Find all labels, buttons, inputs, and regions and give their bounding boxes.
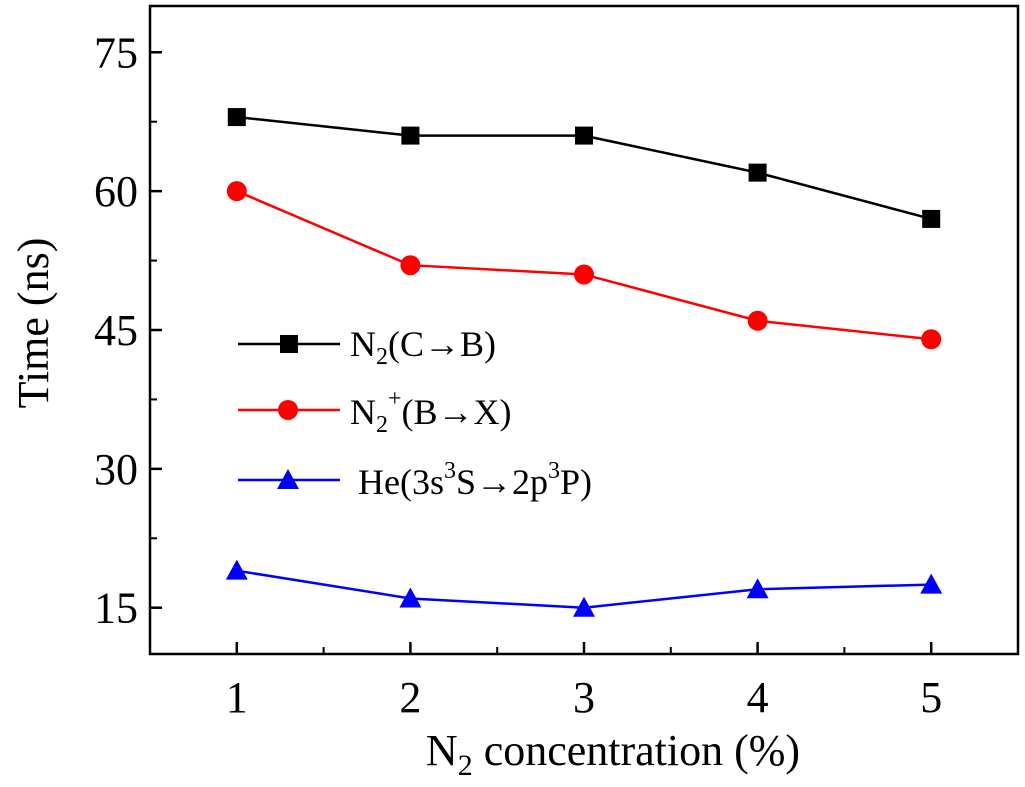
y-tick-label-30: 30: [94, 445, 138, 494]
legend-label-he: He(3s3S→2p3P): [358, 458, 592, 502]
y-axis-label: Time (ns): [9, 238, 58, 409]
x-axis-label: N2 concentration (%): [426, 726, 800, 782]
x-tick-label-2: 2: [399, 673, 421, 722]
plot-border: [148, 4, 1020, 656]
data-point-n2-cb-4: [748, 163, 767, 182]
legend: N2(C→B) N2+(B→X) He(3s3S→2p3P): [238, 324, 592, 502]
legend-label-n2-cb: N2(C→B): [350, 324, 496, 370]
y-tick-label-75: 75: [94, 28, 138, 77]
data-point-n2plus-bx-4: [747, 310, 768, 331]
legend-item-he: He(3s3S→2p3P): [238, 458, 592, 502]
x-tick-label-3: 3: [573, 673, 595, 722]
x-tick-label-4: 4: [747, 673, 769, 722]
data-point-he-2: [399, 587, 422, 608]
x-axis: 1 2 3 4 5: [149, 642, 1019, 722]
data-point-he-3: [573, 596, 595, 617]
data-point-n2-cb-1: [227, 108, 246, 127]
y-tick-label-60: 60: [94, 167, 138, 216]
data-point-he-1: [225, 559, 248, 580]
series-he: [225, 559, 943, 617]
y-tick-label-15: 15: [94, 584, 138, 633]
legend-item-n2plus-bx: N2+(B→X): [238, 386, 512, 438]
y-axis: 15 30 45 60 75: [94, 28, 162, 633]
series-n2plus-bx: [226, 181, 942, 350]
data-point-n2-cb-3: [575, 126, 593, 145]
x-tick-label-5: 5: [920, 673, 942, 722]
series-n2-cb: [227, 108, 941, 228]
data-point-n2-cb-2: [401, 126, 420, 145]
data-point-n2-cb-5: [922, 209, 941, 228]
data-point-n2plus-bx-2: [400, 255, 421, 276]
data-point-n2plus-bx-5: [921, 329, 942, 350]
y-tick-label-45: 45: [94, 306, 138, 355]
data-point-n2plus-bx-1: [226, 181, 247, 202]
legend-item-n2-cb: N2(C→B): [238, 324, 496, 370]
data-point-he-5: [920, 573, 943, 594]
x-tick-label-1: 1: [226, 673, 248, 722]
legend-label-n2plus-bx: N2+(B→X): [350, 386, 512, 438]
data-point-n2plus-bx-3: [574, 264, 594, 285]
plot-frame: [148, 4, 1020, 656]
series-layer: [225, 108, 943, 617]
data-point-he-4: [746, 578, 769, 599]
